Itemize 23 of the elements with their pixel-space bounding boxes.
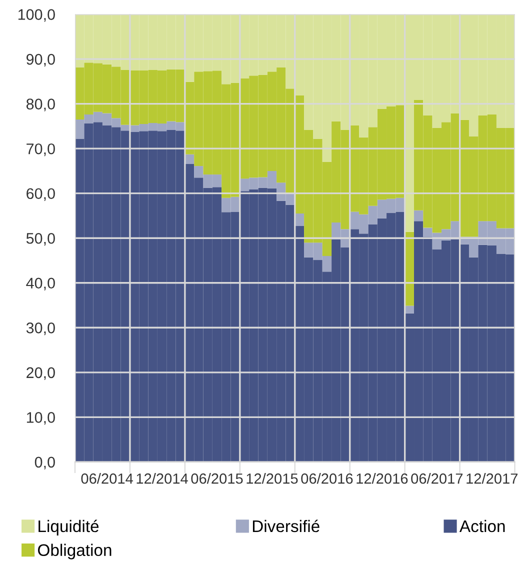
x-tick-label: 12/2017 [466, 473, 518, 484]
y-tick-label: 10,0 [26, 412, 55, 425]
y-tick-label: 40,0 [26, 278, 55, 290]
y-tick-label: 30,0 [26, 322, 55, 336]
legend-label: Diversifié [252, 520, 320, 532]
x-tick-label: 12/2016 [356, 473, 408, 484]
x-tick-label: 12/2015 [246, 473, 298, 484]
y-tick-label: 20,0 [26, 367, 55, 380]
y-tick-label: 0,0 [34, 456, 55, 470]
legend-label: Action [459, 520, 505, 532]
x-tick-label: 06/2017 [411, 473, 463, 484]
y-tick-label: 80,0 [26, 98, 55, 112]
y-tick-label: 50,0 [26, 232, 55, 246]
x-tick-label: 06/2016 [301, 473, 353, 484]
x-tick-label: 06/2015 [191, 473, 243, 484]
y-tick-label: 100,0 [18, 9, 55, 22]
x-tick-label: 12/2014 [136, 473, 188, 484]
y-tick-label: 60,0 [26, 188, 55, 201]
legend-label: Liquidité [38, 520, 99, 536]
legend-label: Obligation [38, 544, 112, 560]
y-tick-label: 70,0 [26, 143, 55, 156]
y-tick-label: 90,0 [26, 54, 55, 67]
x-tick-label: 06/2014 [81, 473, 133, 484]
